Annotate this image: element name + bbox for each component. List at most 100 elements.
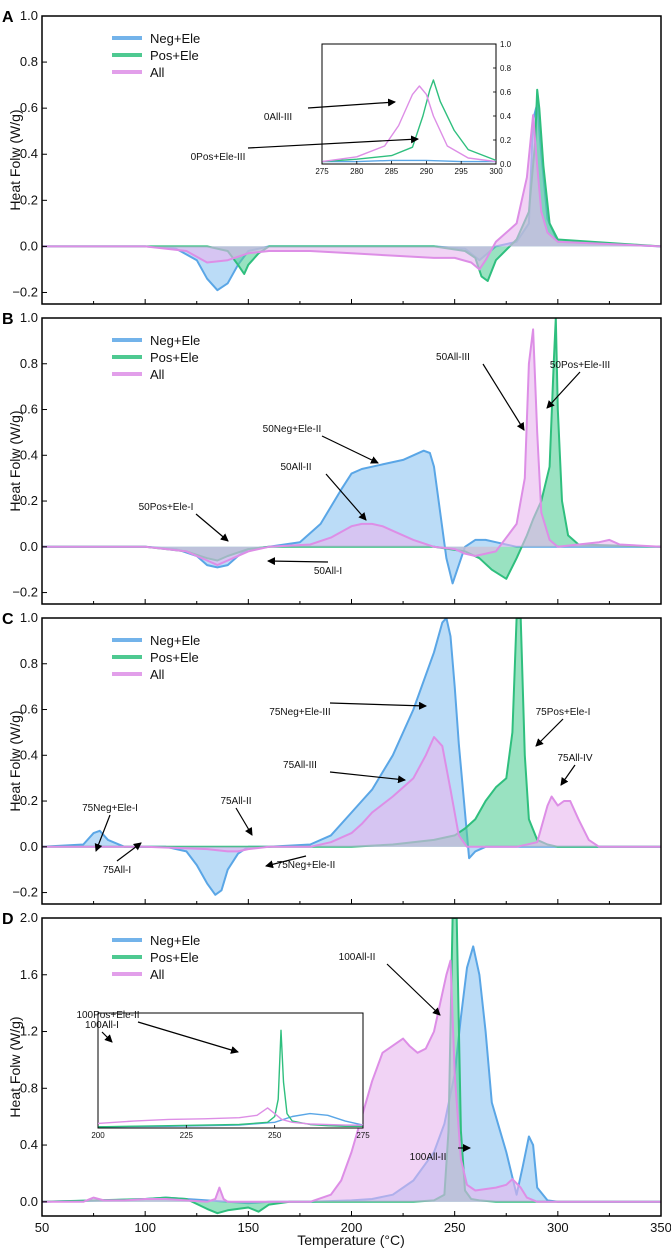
inset-y-tick-label: 0.8 <box>500 64 512 73</box>
y-tick-label: 0.8 <box>20 656 38 671</box>
annotation-label: 50Pos+Ele-III <box>550 360 610 371</box>
legend-label: Neg+Ele <box>150 933 200 948</box>
annotation-arrow <box>307 98 396 109</box>
y-tick-label: 0.4 <box>20 747 38 762</box>
y-tick-label: 0.2 <box>20 493 38 508</box>
annotation: 75All-III <box>283 760 406 784</box>
inset-x-tick-label: 290 <box>420 167 434 176</box>
x-tick-label: 200 <box>341 1220 363 1235</box>
inset-chart: 200 225 250 275 <box>91 1012 370 1140</box>
y-axis-label: Heat Folw (W/g) <box>7 410 23 511</box>
panel-label: C <box>2 611 14 628</box>
y-tick-label: 1.0 <box>20 310 38 325</box>
line-neg-ele <box>322 159 496 163</box>
y-tick-label: 0.0 <box>20 539 38 554</box>
y-tick-label: 0.6 <box>20 702 38 717</box>
area-neg-ele <box>42 450 661 584</box>
x-tick-label: 150 <box>237 1220 259 1235</box>
x-tick-label: 350 <box>650 1220 671 1235</box>
annotation-arrow <box>195 513 229 542</box>
line-all <box>42 328 661 567</box>
y-axis-label: Heat Folw (W/g) <box>7 109 23 210</box>
inset-x-tick-label: 300 <box>489 167 503 176</box>
annotation: 75All-I <box>103 842 142 876</box>
annotation-label: 100All-II <box>410 1152 447 1163</box>
legend-label: Neg+Ele <box>150 333 200 348</box>
line-all <box>42 736 661 853</box>
x-tick-label: 50 <box>35 1220 49 1235</box>
y-tick-label: 2.0 <box>20 910 38 925</box>
annotation: 75Neg+Ele-III <box>269 701 427 718</box>
annotation: 75Pos+Ele-I <box>535 707 591 747</box>
annotation-label: 50All-III <box>436 352 470 363</box>
inset-x-tick-label: 275 <box>315 167 329 176</box>
y-tick-label: −0.2 <box>12 885 38 900</box>
annotation-label: 100All-I <box>85 1020 119 1031</box>
annotation-arrow <box>137 1021 239 1054</box>
y-axis-label: Heat Folw (W/g) <box>7 710 23 811</box>
annotation-label: 0All-III <box>264 112 292 123</box>
inset-frame <box>321 43 497 165</box>
inset-x-tick-label: 200 <box>91 1131 105 1140</box>
y-tick-label: 0.0 <box>20 238 38 253</box>
annotation-arrow <box>560 764 576 786</box>
annotation: 100All-II <box>410 1144 471 1163</box>
inset-y-tick-label: 0.2 <box>500 136 512 145</box>
annotation: 50All-III <box>436 352 525 431</box>
line-all <box>42 114 661 271</box>
annotation: 50Neg+Ele-II <box>263 424 379 464</box>
panel-a: −0.2 0.0 0.2 0.4 0.6 0.8 1.0 Heat Folw (W/g) A Ne… <box>2 8 662 305</box>
legend-label: Pos+Ele <box>150 950 199 965</box>
y-tick-label: 1.6 <box>20 967 38 982</box>
annotation-label: 75Pos+Ele-I <box>536 707 591 718</box>
annotation: 100Pos+Ele-II <box>76 1010 239 1054</box>
annotation: 100All-II <box>339 952 441 1016</box>
series-group <box>42 918 661 1215</box>
inset-x-tick-label: 225 <box>180 1131 194 1140</box>
y-tick-label: 1.0 <box>20 8 38 23</box>
annotation: 50Pos+Ele-I <box>139 502 229 542</box>
inset-x-tick-label: 275 <box>356 1131 370 1140</box>
annotation: 0Pos+Ele-III <box>191 135 419 163</box>
legend-label: Pos+Ele <box>150 650 199 665</box>
annotation: 50All-II <box>280 462 367 521</box>
x-tick-label: 250 <box>444 1220 466 1235</box>
panel-c: −0.2 0.0 0.2 0.4 0.6 0.8 1.0 Heat Folw (W/g) C Ne… <box>2 610 662 905</box>
panel-label: A <box>2 9 14 26</box>
annotation-arrow <box>94 814 111 852</box>
line-all <box>97 1107 363 1126</box>
legend-label: All <box>150 667 165 682</box>
annotation-label: 50All-II <box>280 462 311 473</box>
annotation-arrow <box>116 842 142 862</box>
line-all <box>321 85 497 163</box>
panel-b: −0.2 0.0 0.2 0.4 0.6 0.8 1.0 Heat Folw (W/g) B Ne… <box>2 310 662 605</box>
y-tick-label: 1.0 <box>20 610 38 625</box>
legend-label: All <box>150 967 165 982</box>
annotation: 75Neg+Ele-I <box>82 803 138 852</box>
annotation-arrow <box>329 701 427 710</box>
annotation: 75All-II <box>220 796 253 836</box>
panel-label: B <box>2 311 14 328</box>
x-axis-label: Temperature (°C) <box>297 1232 405 1248</box>
inset-frame <box>97 1012 364 1129</box>
annotation-arrow <box>546 371 581 409</box>
inset-x-tick-label: 295 <box>455 167 469 176</box>
panel-label: D <box>2 911 14 928</box>
annotation-arrow <box>386 963 441 1016</box>
legend-label: Neg+Ele <box>150 31 200 46</box>
y-tick-label: −0.2 <box>12 585 38 600</box>
y-tick-label: −0.2 <box>12 284 38 299</box>
annotation-label: 75All-II <box>220 796 251 807</box>
annotation-label: 100All-II <box>339 952 376 963</box>
y-tick-label: 0.4 <box>20 146 38 161</box>
series-group <box>42 88 661 292</box>
y-tick-label: 0.2 <box>20 793 38 808</box>
annotation: 100All-I <box>85 1020 119 1043</box>
line-pos-ele <box>97 1029 363 1128</box>
annotation-arrow <box>321 435 379 464</box>
annotation-arrow <box>235 807 253 836</box>
x-tick-label: 100 <box>134 1220 156 1235</box>
y-tick-label: 0.2 <box>20 192 38 207</box>
inset-y-tick-label: 1.0 <box>500 40 512 49</box>
